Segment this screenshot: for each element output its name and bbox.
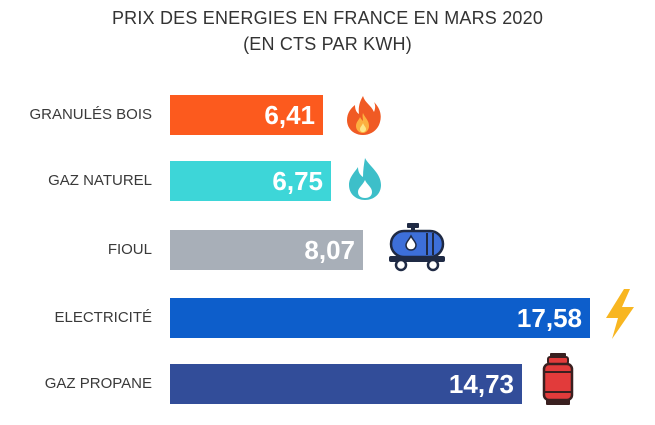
bar <box>170 298 590 338</box>
category-label: GAZ NATUREL <box>48 172 152 189</box>
lightning-icon <box>606 289 634 339</box>
bar <box>170 364 522 404</box>
category-label: ELECTRICITÉ <box>54 309 152 326</box>
propane-bottle-icon <box>542 353 574 405</box>
chart-subtitle: (EN CTS PAR KWH) <box>243 34 412 54</box>
chart-title: PRIX DES ENERGIES EN FRANCE EN MARS 2020 <box>111 8 544 28</box>
value-label: 6,41 <box>264 100 315 130</box>
value-label: 17,58 <box>516 303 582 333</box>
gas-flame-icon <box>349 158 381 200</box>
value-label: 8,07 <box>304 235 355 265</box>
category-label: GRANULÉS BOIS <box>29 106 152 123</box>
category-label: GAZ PROPANE <box>44 375 152 392</box>
value-label: 6,75 <box>272 166 323 196</box>
bar <box>170 95 323 135</box>
bar <box>170 161 331 201</box>
fire-icon <box>347 96 381 135</box>
bar <box>170 230 363 270</box>
category-label: FIOUL <box>107 241 152 258</box>
value-label: 14,73 <box>448 369 514 399</box>
fuel-tank-truck-icon <box>389 223 445 272</box>
